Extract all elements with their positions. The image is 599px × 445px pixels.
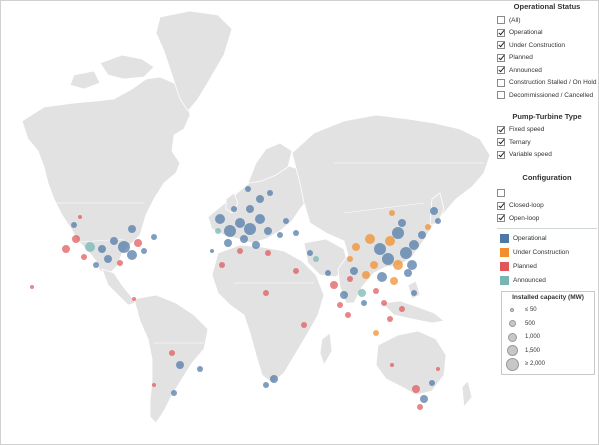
checkbox-variable-speed[interactable] <box>497 150 505 159</box>
status-color-legend: Operational Under Construction Planned A… <box>497 232 597 288</box>
australia-land <box>375 330 447 396</box>
config-option-blank[interactable] <box>497 187 597 200</box>
swatch-planned <box>500 262 509 271</box>
checkbox-under-construction[interactable] <box>497 41 505 50</box>
indonesia-land <box>381 300 445 324</box>
swatch-under-construction <box>500 248 509 257</box>
color-legend-operational[interactable]: Operational <box>497 232 597 246</box>
status-option-stalled[interactable]: Construction Stalled / On Hold <box>497 77 597 90</box>
scandinavia-land <box>247 142 293 184</box>
checkbox-config-blank[interactable] <box>497 189 505 198</box>
operational-status-filter: (All) Operational Under Construction Pla… <box>497 14 597 102</box>
status-option-announced[interactable]: Announced <box>497 64 597 77</box>
checkbox-closed-loop[interactable] <box>497 201 505 210</box>
africa-land <box>211 244 325 384</box>
capacity-dot-icon <box>506 345 518 357</box>
status-option-planned[interactable]: Planned <box>497 52 597 65</box>
checkbox-open-loop[interactable] <box>497 214 505 223</box>
color-legend-under-construction[interactable]: Under Construction <box>497 246 597 260</box>
configuration-filter: Closed-loop Open-loop <box>497 187 597 225</box>
madagascar-land <box>319 332 333 366</box>
pump-turbine-filter: Fixed speed Ternary Variable speed <box>497 124 597 162</box>
greenland-land <box>155 10 233 112</box>
checkbox-fixed-speed[interactable] <box>497 125 505 134</box>
legend-divider <box>497 227 597 229</box>
checkbox-operational[interactable] <box>497 28 505 37</box>
checkbox-announced[interactable] <box>497 66 505 75</box>
central-america-land <box>101 268 137 306</box>
status-option-operational[interactable]: Operational <box>497 27 597 40</box>
config-option-open-loop[interactable]: Open-loop <box>497 212 597 225</box>
capacity-item-500: 500 <box>505 317 591 331</box>
capacity-legend-title: Installed capacity (MW) <box>512 293 584 301</box>
turbine-option-ternary[interactable]: Ternary <box>497 136 597 149</box>
checkbox-ternary[interactable] <box>497 138 505 147</box>
color-legend-planned[interactable]: Planned <box>497 260 597 274</box>
north-america-land <box>21 76 191 274</box>
map-canvas[interactable] <box>4 3 494 441</box>
arctic-islands-land <box>99 54 155 80</box>
capacity-item-1000: 1,000 <box>505 331 591 345</box>
color-legend-announced[interactable]: Announced <box>497 274 597 288</box>
checkbox-decommissioned[interactable] <box>497 91 505 100</box>
capacity-legend: Installed capacity (MW) ≤ 50 500 1,000 1… <box>501 290 595 375</box>
checkbox-all[interactable] <box>497 16 505 25</box>
checkbox-stalled[interactable] <box>497 78 505 87</box>
status-option-decommissioned[interactable]: Decommissioned / Cancelled <box>497 89 597 102</box>
capacity-dot-icon <box>505 357 519 371</box>
operational-status-title: Operational Status <box>513 2 581 11</box>
config-option-closed-loop[interactable]: Closed-loop <box>497 200 597 213</box>
swatch-announced <box>500 276 509 285</box>
capacity-dot-icon <box>507 332 517 342</box>
plant-markers[interactable] <box>30 186 441 410</box>
status-option-under-construction[interactable]: Under Construction <box>497 39 597 52</box>
capacity-item-50: ≤ 50 <box>505 304 591 318</box>
asia-land <box>291 114 491 304</box>
turbine-option-variable[interactable]: Variable speed <box>497 149 597 162</box>
checkbox-planned[interactable] <box>497 53 505 62</box>
legend-panel: Operational Status (All) Operational Und… <box>497 0 597 443</box>
status-option-all[interactable]: (All) <box>497 14 597 27</box>
pump-turbine-type-title: Pump-Turbine Type <box>512 111 582 121</box>
capacity-item-1500: 1,500 <box>505 344 591 358</box>
swatch-operational <box>500 234 509 243</box>
turbine-option-fixed[interactable]: Fixed speed <box>497 124 597 137</box>
new-zealand-land <box>461 380 473 409</box>
capacity-item-2000: ≥ 2,000 <box>505 357 591 372</box>
south-america-land <box>133 294 209 424</box>
capacity-dot-icon <box>508 320 516 328</box>
capacity-dot-icon <box>510 308 514 313</box>
configuration-title: Configuration <box>522 173 572 182</box>
world-map[interactable] <box>4 3 494 441</box>
